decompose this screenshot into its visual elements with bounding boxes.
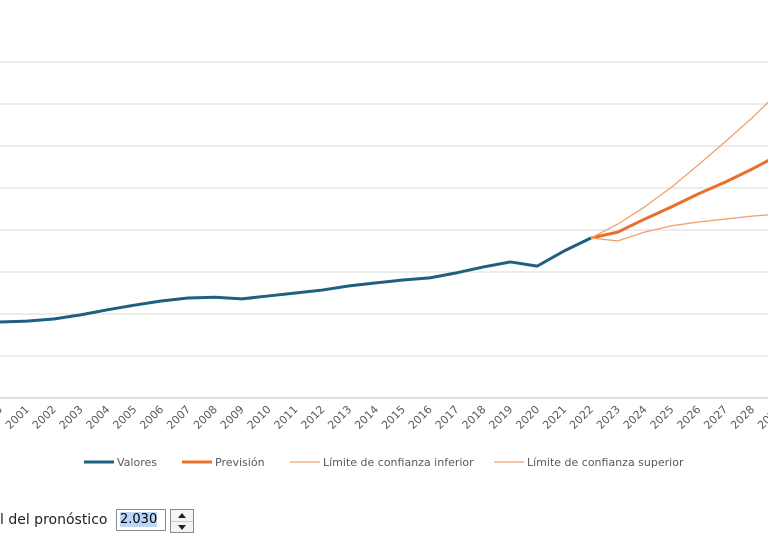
- plot: [0, 101, 768, 324]
- input-value: 2.030: [120, 512, 158, 527]
- x-tick-label: 2016: [406, 403, 435, 432]
- legend-label: Límite de confianza inferior: [323, 456, 474, 469]
- x-tick-label: 2018: [460, 403, 489, 432]
- series-line: [590, 158, 768, 240]
- x-tick-label: 2026: [674, 403, 703, 432]
- x-tick-label: 2027: [701, 403, 730, 432]
- series-line: [590, 101, 768, 239]
- x-tick-label: 2010: [245, 403, 274, 432]
- x-tick-label: 2013: [325, 403, 354, 432]
- spinner[interactable]: [170, 509, 194, 533]
- x-tick-label: 2021: [540, 403, 569, 432]
- x-tick-label: 2014: [352, 403, 381, 432]
- series-line: [590, 214, 768, 242]
- legend-label: Límite de confianza superior: [527, 456, 684, 469]
- x-tick-label: 2003: [57, 403, 86, 432]
- x-tick-label: 2001: [3, 403, 32, 432]
- legend-label: Valores: [117, 456, 157, 469]
- series-line: [0, 236, 592, 324]
- form-label: l del pronóstico: [0, 512, 108, 528]
- legend-label: Previsión: [215, 456, 265, 469]
- x-tick-label: 2011: [272, 403, 301, 432]
- chart: 2000200120022003200420052006200720082009…: [0, 61, 768, 469]
- x-tick-label: 2020: [513, 403, 542, 432]
- x-tick-label: 2004: [84, 403, 113, 432]
- down-arrow: [178, 525, 186, 530]
- grid: [0, 61, 768, 399]
- x-tick-label: 2028: [728, 403, 757, 432]
- end-input[interactable]: 2.030: [116, 509, 166, 531]
- x-tick-label: 2002: [30, 403, 59, 432]
- x-tick-label: 2015: [379, 403, 408, 432]
- x-tick-label: 2017: [433, 403, 462, 432]
- spin-down[interactable]: [171, 522, 193, 533]
- x-axis: 2000200120022003200420052006200720082009…: [0, 403, 768, 432]
- x-tick-label: 2005: [110, 403, 139, 432]
- up-arrow: [178, 513, 186, 518]
- legend: Valores Previsión Límite de confianza infe…: [84, 456, 684, 469]
- x-tick-label: 2024: [621, 403, 650, 432]
- spin-up[interactable]: [171, 510, 193, 522]
- x-tick-label: 2029: [755, 403, 768, 432]
- x-tick-label: 2019: [486, 403, 515, 432]
- x-tick-label: 2007: [164, 403, 193, 432]
- x-tick-label: 2009: [218, 403, 247, 432]
- x-tick-label: 2006: [137, 403, 166, 432]
- x-tick-label: 2022: [567, 403, 596, 432]
- x-tick-label: 2025: [648, 403, 677, 432]
- x-tick-label: 2023: [594, 403, 623, 432]
- x-tick-label: 2008: [191, 403, 220, 432]
- x-tick-label: 2012: [298, 403, 327, 432]
- x-tick-label: 2000: [0, 403, 5, 432]
